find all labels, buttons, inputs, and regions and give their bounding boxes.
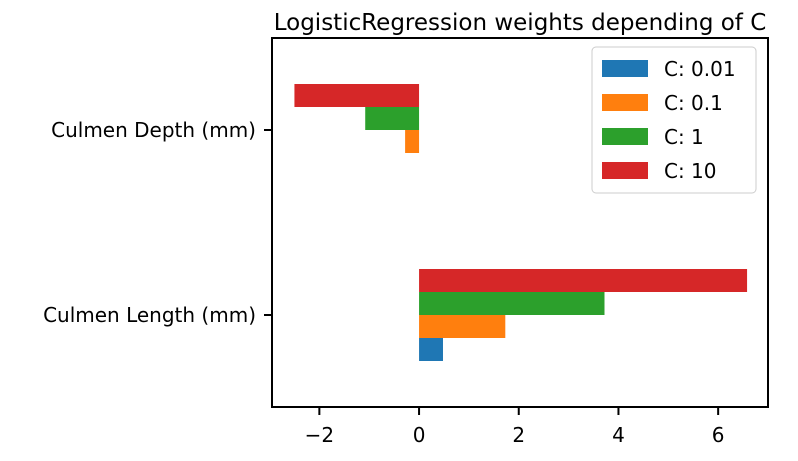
bar [419, 315, 506, 338]
legend-swatch [602, 94, 648, 111]
legend-swatch [602, 128, 648, 145]
bar [419, 292, 605, 315]
x-tick-label: 2 [512, 423, 525, 447]
y-tick-label: Culmen Length (mm) [43, 303, 256, 327]
legend-label: C: 10 [664, 159, 717, 183]
chart-title: LogisticRegression weights depending of … [274, 10, 767, 36]
bar [419, 338, 443, 361]
x-tick-label: 0 [413, 423, 426, 447]
x-tick-label: −2 [305, 423, 334, 447]
bar [419, 269, 748, 292]
x-tick-label: 4 [612, 423, 625, 447]
bar [365, 107, 420, 130]
legend-box [591, 46, 757, 194]
legend-swatch [602, 162, 648, 179]
legend-swatch [602, 60, 648, 77]
bar [405, 130, 420, 153]
legend-label: C: 1 [664, 125, 704, 149]
legend-label: C: 0.1 [664, 91, 723, 115]
bar [294, 84, 420, 107]
legend-label: C: 0.01 [664, 57, 736, 81]
x-tick-label: 6 [712, 423, 725, 447]
plot-frame [271, 37, 769, 408]
y-tick-label: Culmen Depth (mm) [51, 118, 256, 142]
